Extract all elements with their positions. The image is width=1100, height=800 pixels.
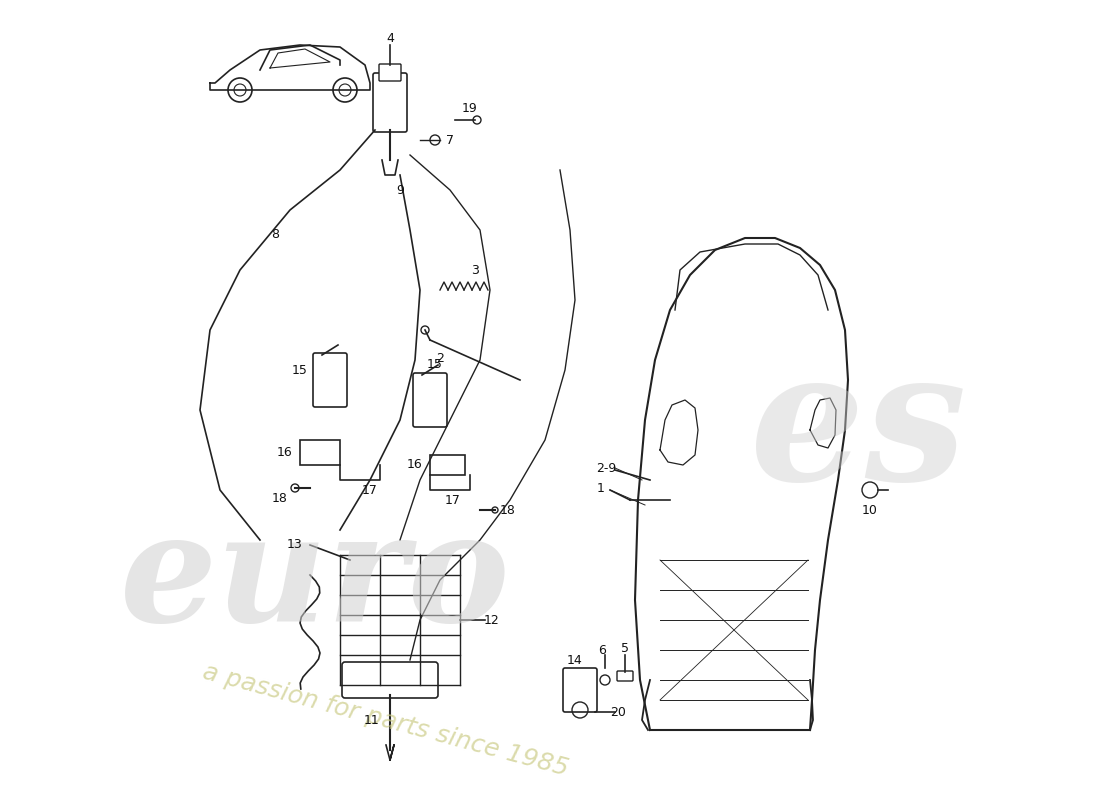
Text: 15: 15 — [293, 363, 308, 377]
FancyBboxPatch shape — [379, 64, 401, 81]
Text: euro: euro — [120, 506, 510, 654]
Text: 18: 18 — [272, 491, 288, 505]
Text: 17: 17 — [446, 494, 461, 506]
Text: a passion for parts since 1985: a passion for parts since 1985 — [200, 659, 571, 781]
FancyBboxPatch shape — [412, 373, 447, 427]
Text: es: es — [750, 342, 967, 518]
Text: 8: 8 — [271, 229, 279, 242]
Text: 16: 16 — [277, 446, 293, 458]
Text: 4: 4 — [386, 31, 394, 45]
Text: 20: 20 — [610, 706, 626, 718]
Text: 2: 2 — [436, 351, 444, 365]
Text: 16: 16 — [407, 458, 422, 471]
Text: 7: 7 — [446, 134, 454, 146]
Text: 2-9: 2-9 — [596, 462, 616, 474]
Text: 10: 10 — [862, 503, 878, 517]
Text: 18: 18 — [500, 503, 516, 517]
FancyBboxPatch shape — [342, 662, 438, 698]
Text: 1: 1 — [597, 482, 605, 494]
FancyBboxPatch shape — [300, 440, 340, 465]
Text: 9: 9 — [396, 183, 404, 197]
Text: 5: 5 — [621, 642, 629, 654]
FancyBboxPatch shape — [373, 73, 407, 132]
FancyBboxPatch shape — [314, 353, 346, 407]
FancyBboxPatch shape — [617, 671, 632, 681]
Text: 3: 3 — [471, 263, 478, 277]
Text: 13: 13 — [287, 538, 303, 551]
Text: 11: 11 — [364, 714, 380, 726]
Text: 12: 12 — [484, 614, 499, 626]
FancyBboxPatch shape — [563, 668, 597, 712]
Text: 15: 15 — [427, 358, 443, 371]
Text: 19: 19 — [462, 102, 477, 114]
FancyBboxPatch shape — [430, 455, 465, 475]
Text: 6: 6 — [598, 643, 606, 657]
Text: 17: 17 — [362, 483, 378, 497]
Text: 14: 14 — [568, 654, 583, 666]
